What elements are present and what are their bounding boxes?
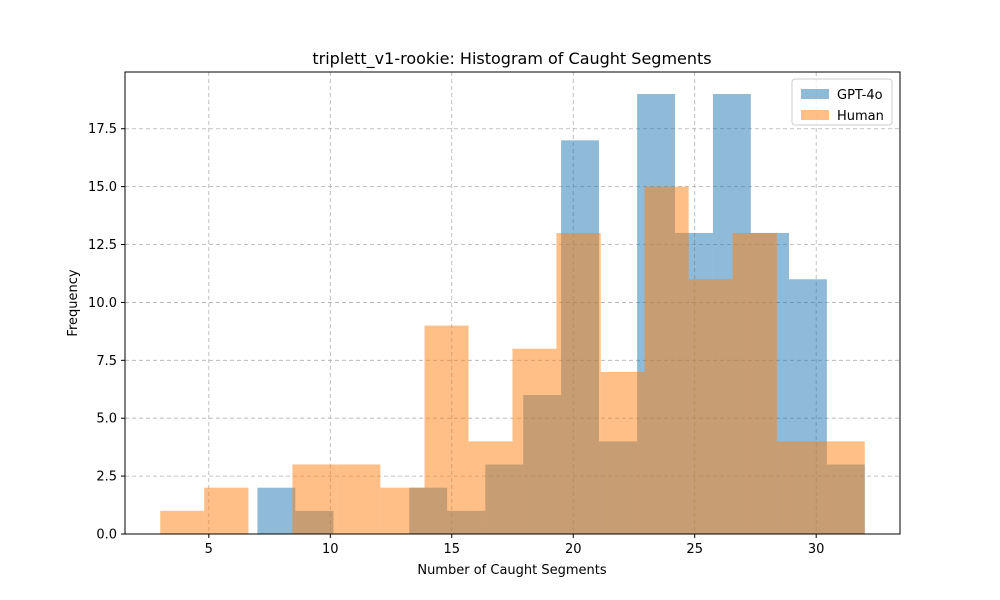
series-1-bar-9	[556, 232, 601, 534]
x-tick-label-4: 25	[686, 542, 703, 557]
x-axis-label: Number of Caught Segments	[417, 563, 607, 578]
x-tick-label-1: 10	[322, 542, 339, 557]
y-tick-label-1: 2.5	[96, 470, 117, 485]
series-1-bar-14	[776, 441, 821, 534]
y-tick-label-6: 15.0	[88, 180, 117, 195]
series-1-bar-8	[512, 348, 557, 534]
y-tick-label-5: 12.5	[88, 238, 117, 253]
y-tick-label-4: 10.0	[88, 296, 117, 311]
y-tick-label-0: 0.0	[96, 528, 117, 543]
y-tick-label-3: 7.5	[96, 354, 117, 369]
x-tick-label-3: 20	[565, 542, 582, 557]
series-1-bar-0	[160, 510, 205, 534]
series-1-bar-12	[688, 279, 733, 534]
y-tick-label-2: 5.0	[96, 412, 117, 427]
series-1-bar-10	[600, 371, 645, 534]
plot-frame	[124, 71, 901, 535]
series-1-bar-5	[380, 487, 425, 534]
series-1-bar-6	[424, 325, 469, 534]
series-1-bar-7	[468, 441, 513, 534]
chart-title: triplett_v1-rookie: Histogram of Caught …	[312, 49, 711, 69]
series-1-bar-11	[644, 186, 689, 534]
series-1-bar-13	[732, 232, 777, 534]
x-tick-label-2: 15	[443, 542, 460, 557]
y-axis-label: Frequency	[66, 269, 81, 336]
x-tick-label-0: 5	[205, 542, 213, 557]
series-1-bar-1	[204, 487, 249, 534]
legend-label-1: Human	[837, 109, 884, 124]
series-1-bar-3	[292, 464, 337, 534]
legend-label-0: GPT-4o	[837, 88, 883, 103]
x-axis-ticks: 5 10 15 20 25 30	[205, 534, 825, 557]
series-0-bar-0	[257, 487, 296, 534]
legend: GPT-4o Human	[791, 78, 893, 126]
series-1-bars	[160, 186, 865, 534]
x-tick-label-5: 30	[808, 542, 825, 557]
series-1-bar-4	[336, 464, 381, 534]
series-1-bar-15	[820, 441, 865, 534]
legend-swatch-0	[801, 89, 829, 99]
legend-swatch-1	[801, 110, 829, 120]
y-axis-ticks: 0.0 2.5 5.0 7.5 10.0 12.5 15.0 17.5	[88, 122, 125, 543]
y-tick-label-7: 17.5	[88, 122, 117, 137]
histogram-bars	[160, 94, 865, 534]
